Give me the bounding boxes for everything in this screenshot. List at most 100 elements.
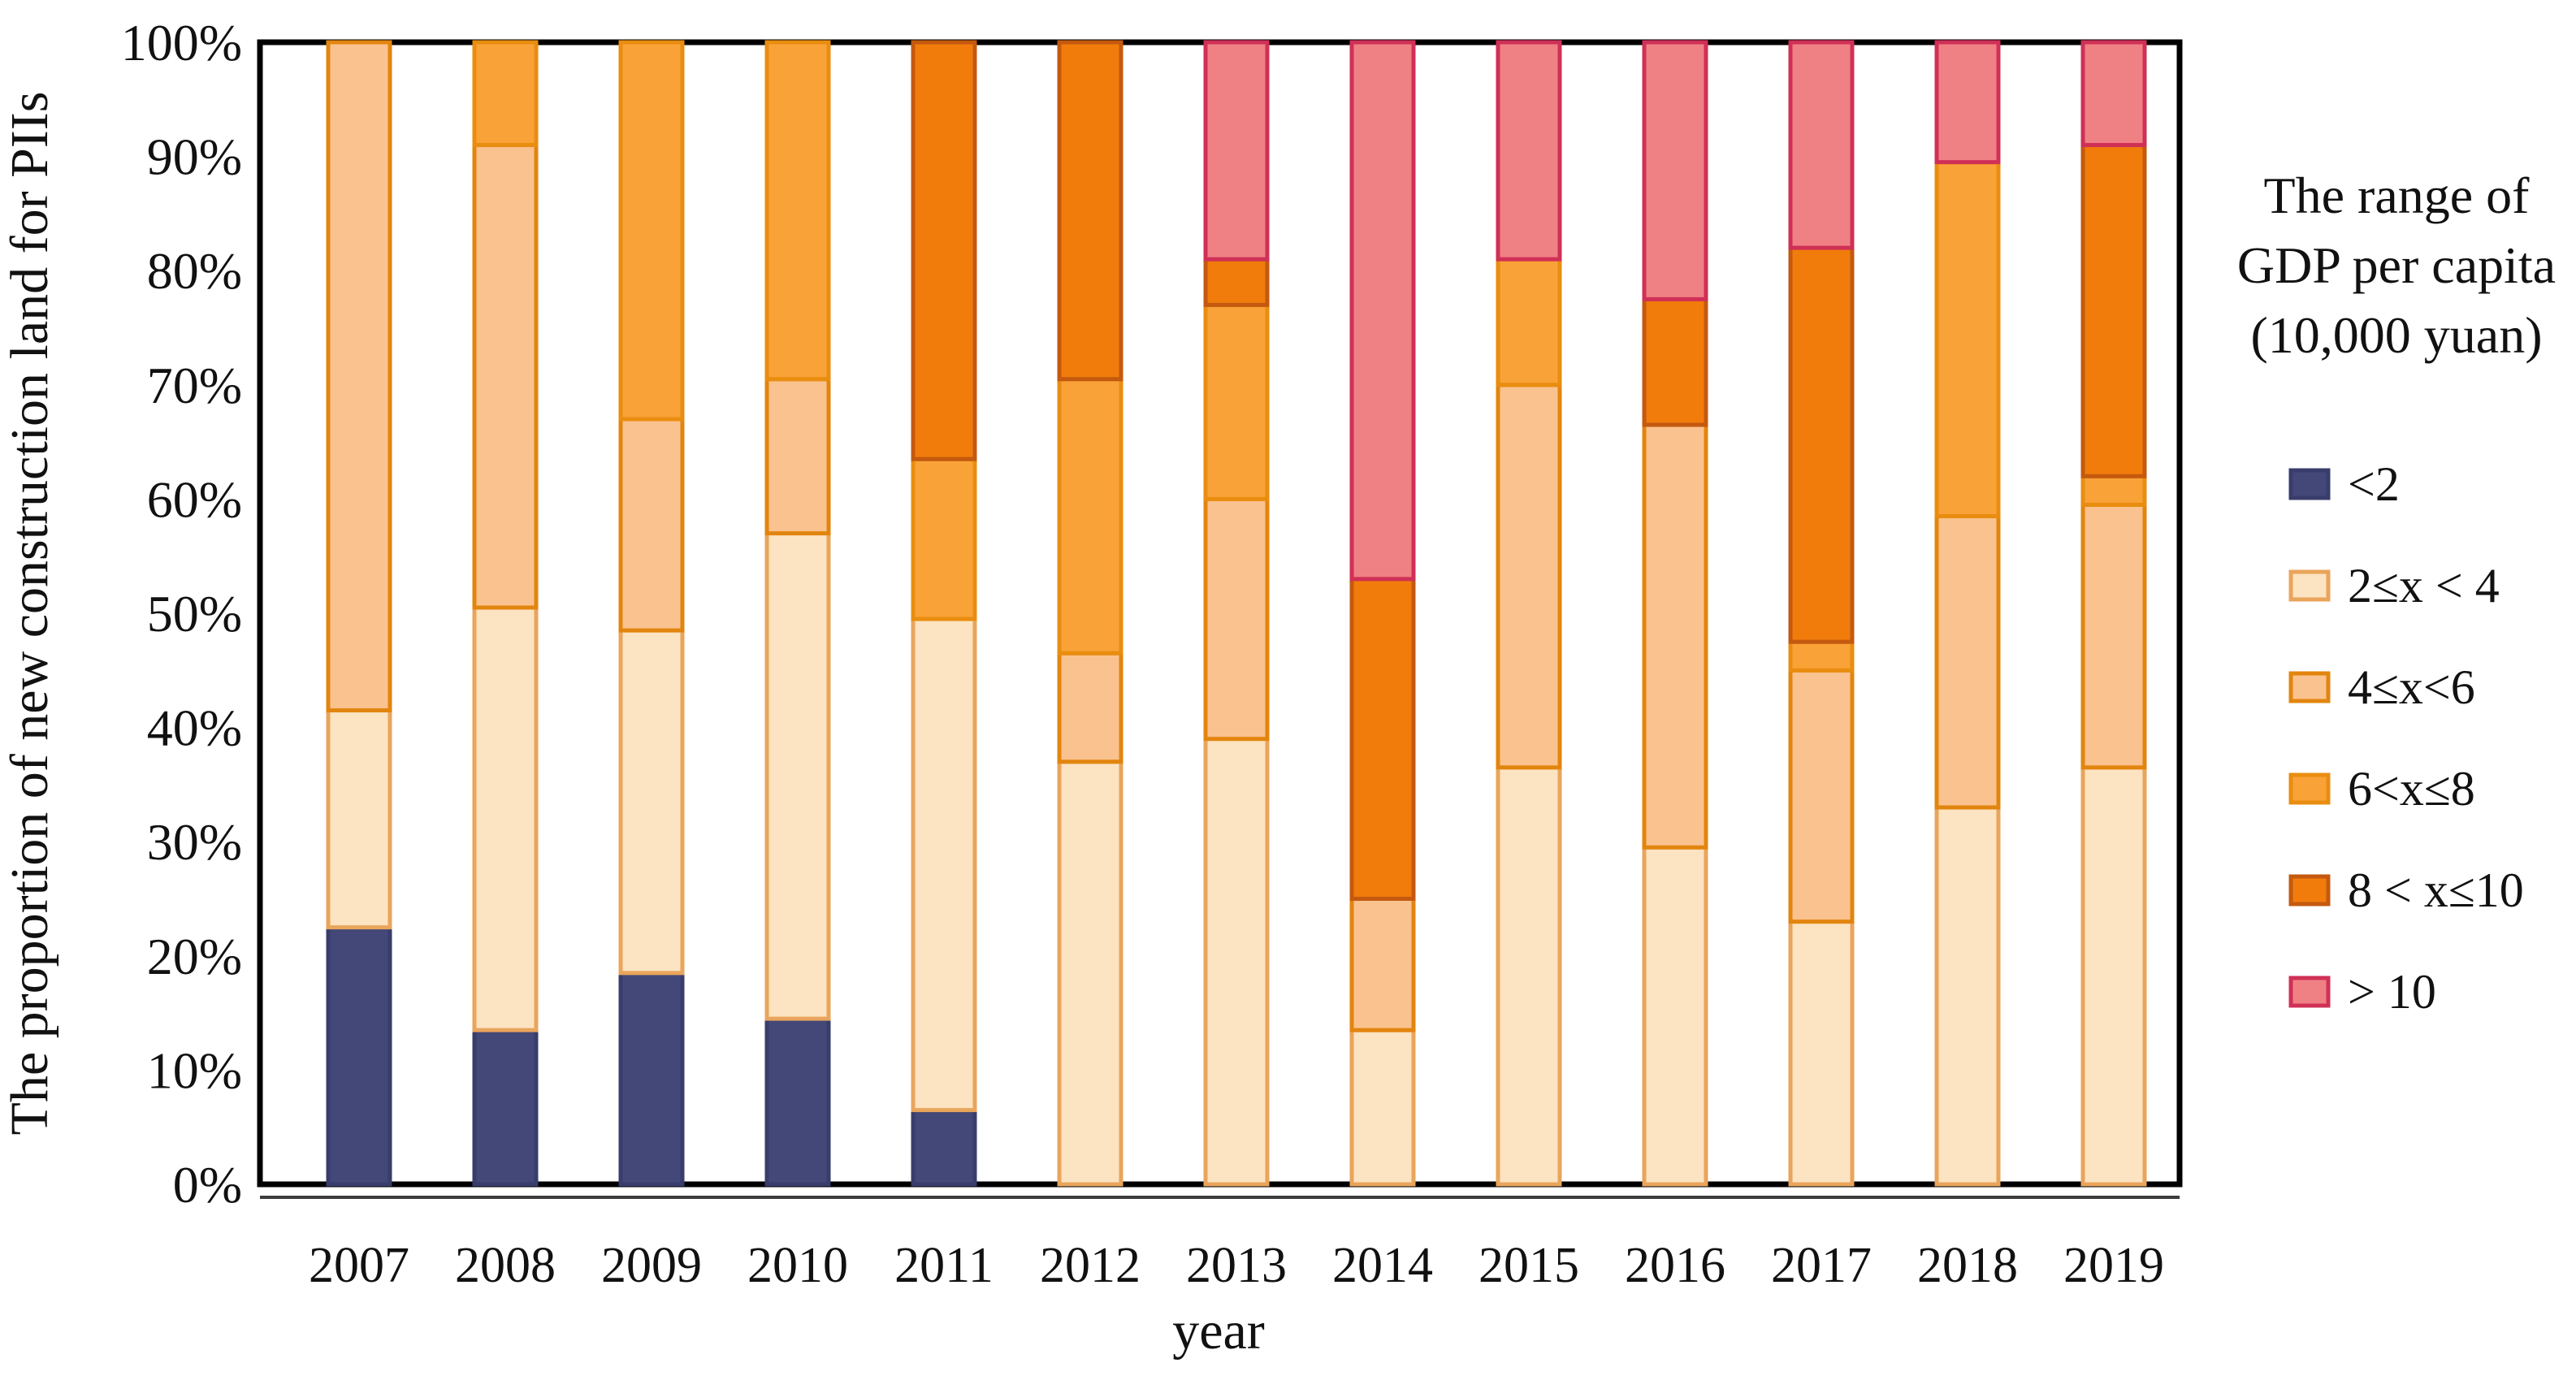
bar-segment [1642, 422, 1708, 850]
legend-title-line-3: (10,000 yuan) [2250, 306, 2542, 364]
bar-segment [1203, 496, 1270, 742]
bar-segment [764, 40, 831, 382]
legend-label: 6<x≤8 [2348, 762, 2475, 816]
bar-segment [1788, 639, 1855, 673]
y-tick-label: 70% [147, 357, 242, 414]
bar-segment [1788, 40, 1855, 250]
y-tick-label: 0% [173, 1156, 242, 1214]
legend-swatch [2288, 976, 2331, 1008]
legend-label: 2≤x < 4 [2348, 559, 2500, 612]
bar-segment [764, 1016, 831, 1187]
legend-item: 6<x≤8 [2288, 762, 2475, 816]
bar-segment [1934, 513, 2001, 810]
bar-segment [326, 708, 392, 930]
bars-group [326, 40, 2147, 1187]
bar-segment [1642, 40, 1708, 301]
legend-swatch [2288, 874, 2331, 907]
legend-item: 2≤x < 4 [2288, 559, 2500, 612]
bar-segment [764, 377, 831, 536]
x-tick-label: 2012 [1040, 1238, 1141, 1293]
x-tick-label: 2014 [1332, 1238, 1433, 1293]
bar-segment [472, 1028, 539, 1187]
bar-segment [472, 143, 539, 610]
legend-item: 8 < x≤10 [2288, 863, 2524, 917]
legend-swatch [2288, 468, 2331, 500]
y-tick-label: 40% [147, 699, 242, 757]
bar-segment [618, 628, 685, 976]
y-tick-label: 80% [147, 242, 242, 300]
bar-segment [1057, 40, 1123, 382]
y-tick-label: 90% [147, 128, 242, 186]
bar-segment [1203, 737, 1270, 1187]
bar-segment [1203, 302, 1270, 501]
bar-segment [1203, 40, 1270, 262]
y-tick-label: 50% [147, 585, 242, 643]
bar-segment [472, 40, 539, 148]
legend-items-group: <2 2≤x < 4 4≤x<6 6<x≤8 8 < x≤10 > 10 [2288, 457, 2524, 1019]
y-axis-title: The proportion of new construction land … [0, 92, 59, 1136]
y-tick-label: 100% [121, 14, 242, 71]
bar-segment [1496, 383, 1562, 770]
x-tick-label: 2011 [894, 1238, 994, 1293]
bar-segment [618, 40, 685, 422]
legend-label: 4≤x<6 [2348, 660, 2475, 714]
x-axis-title: year [1172, 1301, 1265, 1361]
legend-item: <2 [2288, 457, 2400, 511]
bar-segment [1496, 40, 1562, 262]
bar-segment [764, 531, 831, 1021]
bar-segment [1642, 845, 1708, 1187]
legend-title-line-2: GDP per capita [2237, 236, 2556, 294]
legend-swatch [2288, 772, 2331, 805]
bar-segment [1496, 257, 1562, 387]
legend-label: <2 [2348, 457, 2400, 511]
bar-segment [911, 1108, 977, 1187]
bar-segment [2080, 40, 2147, 148]
bar-segment [1057, 377, 1123, 656]
x-tick-label: 2015 [1478, 1238, 1579, 1293]
bar-segment [326, 40, 392, 713]
x-tick-label: 2019 [2063, 1238, 2164, 1293]
bar-segment [1788, 919, 1855, 1187]
y-tick-label: 60% [147, 470, 242, 528]
bar-segment [618, 971, 685, 1187]
bar-segment [2080, 765, 2147, 1187]
bar-segment [911, 457, 977, 621]
bar-segment [618, 417, 685, 633]
y-axis-tick-labels: 0% 10% 20% 30% 40% 50% 60% 70% 80% 90% 100% [121, 14, 242, 1214]
bar-segment [1788, 245, 1855, 644]
bar-segment [1934, 160, 2001, 518]
bar-segment [1203, 257, 1270, 307]
bar-segment [2080, 502, 2147, 770]
legend-item: 4≤x<6 [2288, 660, 2475, 714]
y-tick-label: 20% [147, 928, 242, 985]
x-tick-label: 2018 [1917, 1238, 2018, 1293]
x-tick-label: 2010 [747, 1238, 848, 1293]
x-tick-label: 2016 [1625, 1238, 1725, 1293]
legend-title-line-1: The range of [2264, 167, 2531, 224]
bar-segment [1642, 296, 1708, 427]
bar-segment [1788, 668, 1855, 924]
x-tick-label: 2013 [1186, 1238, 1287, 1293]
x-tick-label: 2008 [455, 1238, 556, 1293]
bar-segment [1934, 40, 2001, 165]
bar-segment [326, 925, 392, 1187]
bar-segment [1057, 651, 1123, 764]
bar-segment [911, 617, 977, 1113]
legend: The range of GDP per capita (10,000 yuan… [2237, 167, 2556, 1019]
legend-label: 8 < x≤10 [2348, 863, 2524, 917]
bar-segment [1349, 577, 1416, 901]
x-tick-label: 2007 [309, 1238, 409, 1293]
bar-segment [472, 605, 539, 1032]
bar-segment [1934, 805, 2001, 1187]
bar-segment [2080, 143, 2147, 478]
bar-segment [2080, 474, 2147, 507]
y-tick-label: 10% [147, 1041, 242, 1099]
bar-segment [1349, 40, 1416, 582]
bar-segment [1349, 897, 1416, 1032]
bar-segment [911, 40, 977, 461]
legend-swatch [2288, 569, 2331, 602]
x-axis-tick-labels: 2007 2008 2009 2010 2011 2012 2013 2014 2015 2016… [309, 1238, 2164, 1293]
legend-swatch [2288, 671, 2331, 703]
